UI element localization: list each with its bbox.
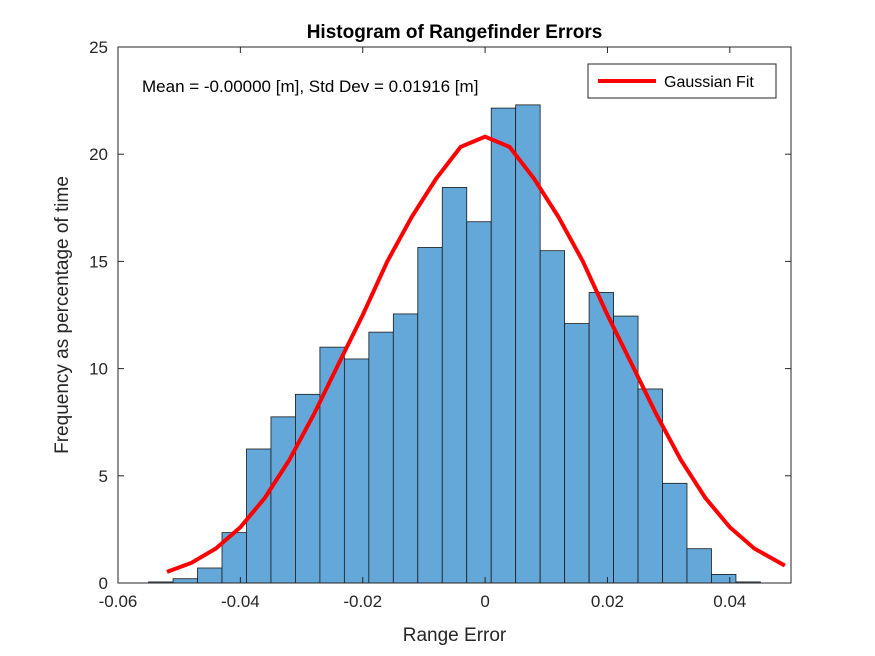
x-tick-label: -0.06 <box>99 592 138 611</box>
histogram-bar <box>539 250 566 584</box>
x-tick-label: 0.02 <box>591 592 624 611</box>
x-tick-label: -0.02 <box>343 592 382 611</box>
y-axis-ticks: 0 5 10 15 20 25 <box>89 38 791 593</box>
x-axis-ticks: -0.06 -0.04 -0.02 0 0.02 0.04 <box>99 47 746 611</box>
y-tick-label: 5 <box>99 467 108 486</box>
y-tick-label: 25 <box>89 38 108 57</box>
chart-title: Histogram of Rangefinder Errors <box>307 22 603 43</box>
histogram-bar <box>441 187 468 584</box>
y-axis-label: Frequency as percentage of time <box>52 176 73 454</box>
histogram-bar <box>686 548 712 584</box>
histogram-bar <box>588 292 614 584</box>
histogram-bar <box>172 578 198 584</box>
x-axis-label: Range Error <box>403 625 507 646</box>
histogram-bar <box>197 567 223 584</box>
legend-entry-gaussian-fit: Gaussian Fit <box>664 74 754 91</box>
histogram-bar <box>515 104 541 584</box>
histogram-bar <box>711 574 737 584</box>
x-tick-label: 0 <box>480 592 489 611</box>
histogram-bar <box>343 358 370 584</box>
axes-box <box>117 46 792 584</box>
y-tick-label: 0 <box>99 574 108 593</box>
y-tick-label: 15 <box>89 252 108 271</box>
histogram-bar <box>466 221 492 584</box>
gaussian-fit-line <box>166 134 786 574</box>
y-tick-label: 10 <box>89 360 108 379</box>
histogram-bar <box>417 247 443 584</box>
legend: Gaussian Fit <box>587 63 777 99</box>
axes <box>117 46 792 584</box>
histogram-bar <box>662 482 688 584</box>
histogram-bar <box>613 315 639 584</box>
x-tick-label: 0.04 <box>713 592 746 611</box>
histogram-bar <box>319 346 345 584</box>
stats-annotation: Mean = -0.00000 [m], Std Dev = 0.01916 [… <box>142 77 478 96</box>
y-tick-label: 20 <box>89 145 108 164</box>
histogram-bar <box>564 323 590 584</box>
histogram-bar <box>368 331 394 584</box>
histogram-bar <box>392 313 419 584</box>
histogram-bar <box>490 107 517 584</box>
x-tick-label: -0.04 <box>221 592 260 611</box>
histogram-bar <box>270 416 296 584</box>
